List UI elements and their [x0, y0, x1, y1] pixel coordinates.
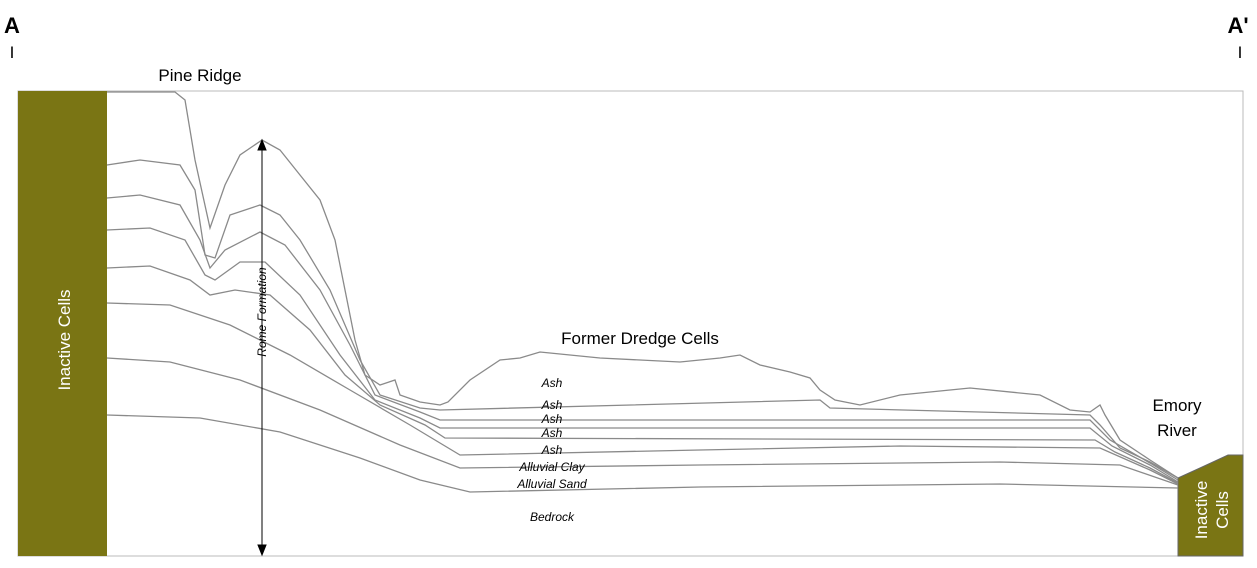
layer-label: Ash [541, 376, 563, 390]
layer-label: Ash [541, 426, 563, 440]
layer-label: Ash [541, 398, 563, 412]
inactive-right: Cells [1213, 491, 1232, 529]
section-start: A [4, 13, 20, 38]
emory-label: River [1157, 421, 1197, 440]
section-start-marker: I [10, 43, 15, 62]
section-end-marker: I [1238, 43, 1243, 62]
rome-label: Rome Formation [255, 267, 269, 357]
layer-label: Alluvial Sand [516, 477, 587, 491]
inactive-left: Inactive Cells [55, 289, 74, 390]
pine-ridge: Pine Ridge [158, 66, 241, 85]
section-end: A' [1227, 13, 1248, 38]
emory-label: Emory [1152, 396, 1202, 415]
layer-label: Bedrock [530, 510, 575, 524]
inactive-right: Inactive [1192, 481, 1211, 540]
layer-label: Ash [541, 443, 563, 457]
cross-section: A I A' I Pine Ridge Inactive Cells Inact… [0, 0, 1257, 568]
frame [18, 91, 1243, 556]
dredge-label: Former Dredge Cells [561, 329, 719, 348]
layer-label: Ash [541, 412, 563, 426]
layer-label: Alluvial Clay [518, 460, 585, 474]
